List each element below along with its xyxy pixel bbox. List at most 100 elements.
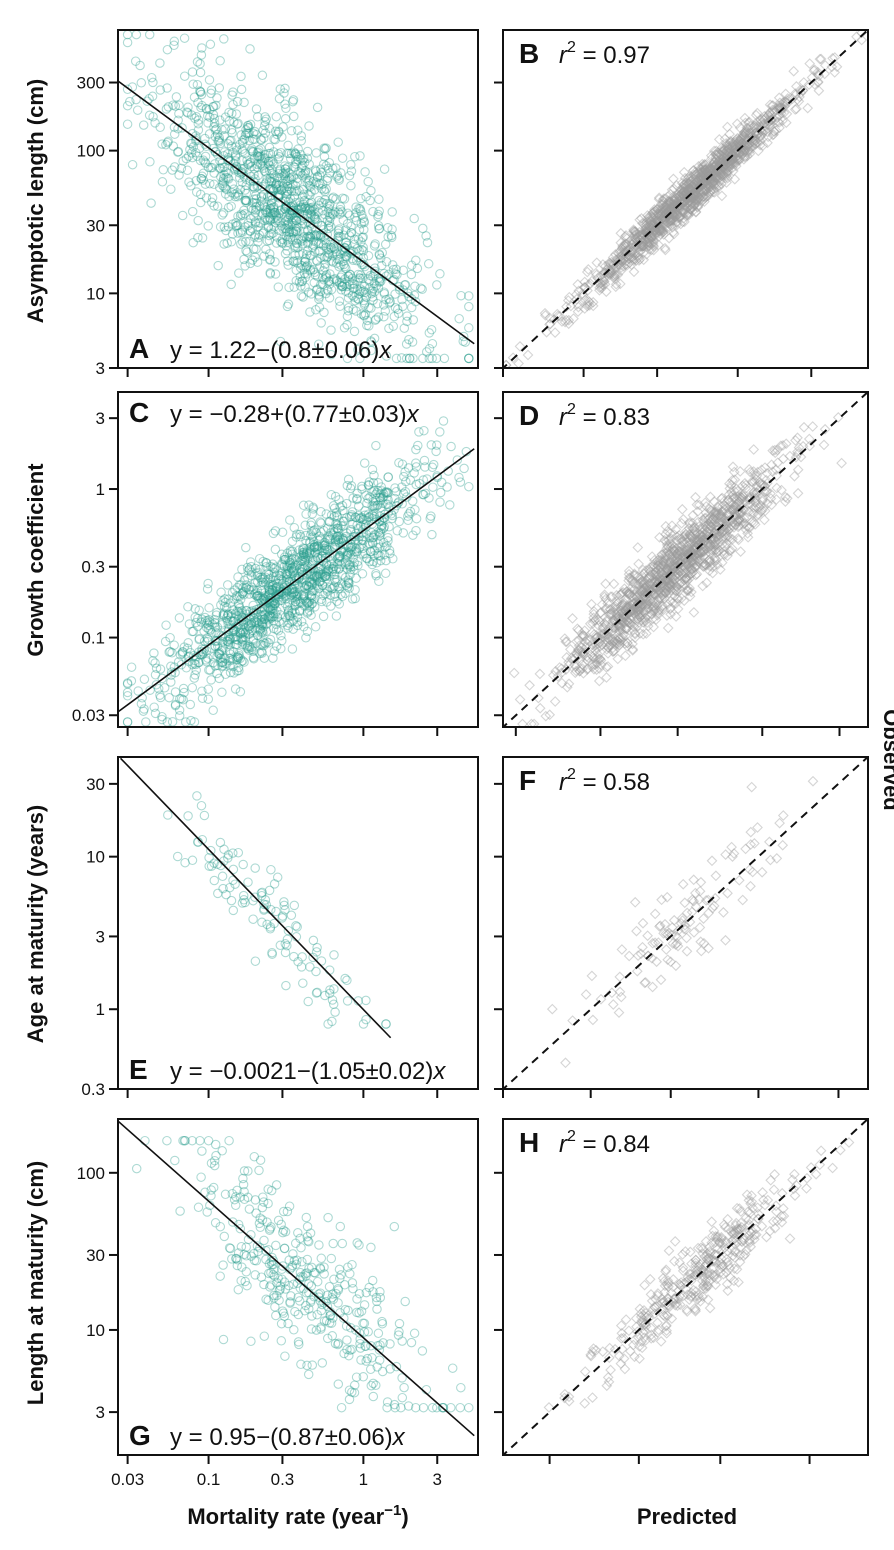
- panel-b-point: [689, 192, 700, 204]
- panel-a-point: [352, 293, 363, 304]
- panel-b-point: [716, 190, 728, 202]
- panel-c-point: [289, 522, 300, 533]
- panel-b-point: [696, 180, 708, 191]
- panel-d-point: [657, 588, 669, 600]
- panel-a-point: [416, 283, 426, 293]
- panel-b-point: [812, 77, 824, 88]
- panel-b-point: [712, 170, 724, 182]
- panel-d-point: [738, 491, 749, 503]
- panel-b-point: [654, 223, 666, 234]
- panel-b-point: [641, 219, 652, 231]
- panel-d-point: [757, 492, 768, 504]
- panel-c-point: [313, 572, 323, 582]
- panel-b-point: [610, 281, 622, 293]
- panel-c-point: [251, 617, 262, 628]
- panel-c-point: [420, 462, 430, 472]
- panel-c-point: [367, 519, 377, 529]
- panel-c-point: [365, 533, 375, 543]
- panel-b-point: [751, 107, 763, 119]
- panel-a-point: [223, 174, 234, 184]
- panel-b-point: [716, 146, 728, 157]
- panel-d-point: [615, 605, 627, 616]
- panel-c-point: [217, 645, 227, 656]
- panel-a-point: [331, 258, 342, 268]
- panel-b-point: [773, 117, 785, 128]
- panel-b-point: [612, 254, 624, 265]
- panel-a-point: [325, 269, 335, 279]
- panel-b-point: [619, 239, 631, 251]
- panel-a-point: [261, 207, 271, 217]
- panel-a-point: [259, 202, 270, 212]
- panel-d-point: [633, 604, 645, 616]
- panel-d-point: [617, 631, 628, 643]
- panel-b-point: [655, 224, 666, 236]
- panel-c-point: [189, 659, 200, 669]
- panel-a-point: [401, 339, 412, 349]
- panel-c-point: [405, 475, 416, 485]
- panel-b-point: [644, 220, 655, 232]
- panel-a-point: [262, 192, 273, 202]
- panel-c-point: [326, 489, 337, 500]
- panel-a-point: [406, 269, 417, 280]
- panel-d-point: [623, 588, 635, 599]
- panel-c-point: [255, 648, 265, 659]
- panel-d-point: [569, 659, 580, 670]
- panel-d-point: [629, 609, 641, 621]
- panel-b-point: [734, 153, 745, 165]
- panel-b-point: [659, 209, 671, 221]
- panel-b-point: [695, 170, 707, 182]
- panel-c-point: [293, 598, 303, 609]
- panel-d-point: [549, 696, 561, 707]
- panel-b-point: [716, 158, 728, 170]
- panel-a-point: [281, 103, 291, 114]
- panel-a-point: [158, 165, 169, 175]
- panel-c-point: [235, 628, 246, 639]
- panel-d-point: [659, 585, 670, 597]
- panel-d-point: [638, 578, 650, 590]
- panel-c-point: [320, 540, 330, 550]
- panel-c-point: [373, 527, 384, 537]
- panel-c-point: [193, 613, 203, 624]
- panel-c-point: [183, 602, 193, 612]
- panel-a-point: [323, 286, 333, 296]
- panel-b-point: [626, 252, 637, 264]
- panel-c-point: [343, 547, 353, 557]
- panel-b-point: [696, 175, 708, 187]
- panel-d-point: [697, 546, 709, 558]
- panel-a-point: [254, 145, 264, 155]
- panel-b-point: [659, 204, 671, 216]
- panel-d-point: [615, 632, 627, 644]
- panel-d-point: [671, 555, 683, 567]
- panel-a-point: [273, 193, 284, 203]
- panel-c-point: [244, 629, 255, 640]
- panel-b-point: [649, 205, 661, 217]
- panel-b-point: [663, 195, 675, 207]
- panel-b-point: [681, 197, 693, 209]
- panel-c-point: [204, 603, 214, 613]
- panel-c-point: [299, 555, 310, 565]
- panel-b-point: [611, 256, 623, 268]
- panel-b-point: [674, 200, 686, 212]
- panel-b-point: [587, 300, 599, 312]
- panel-b-point: [645, 211, 657, 222]
- panel-d-point: [740, 523, 751, 535]
- panel-a-point: [273, 215, 284, 226]
- panel-d-point: [722, 494, 734, 506]
- panel-c-point: [243, 573, 253, 583]
- panel-c-point: [190, 655, 200, 666]
- panel-b-point: [626, 245, 638, 256]
- panel-b-point: [656, 224, 667, 236]
- panel-c-point: [257, 577, 267, 587]
- panel-a-point: [293, 242, 303, 253]
- panel-d-point: [667, 573, 678, 584]
- panel-a-point: [370, 239, 380, 249]
- panel-d-point: [746, 477, 758, 488]
- panel-c-point: [217, 631, 228, 642]
- panel-a-point: [292, 258, 303, 268]
- panel-b-point: [719, 159, 731, 171]
- panel-c-point: [264, 581, 274, 591]
- panel-c-point: [150, 658, 160, 668]
- panel-b-point: [666, 220, 677, 231]
- panel-b-point: [663, 206, 675, 218]
- panel-a-point: [399, 323, 410, 333]
